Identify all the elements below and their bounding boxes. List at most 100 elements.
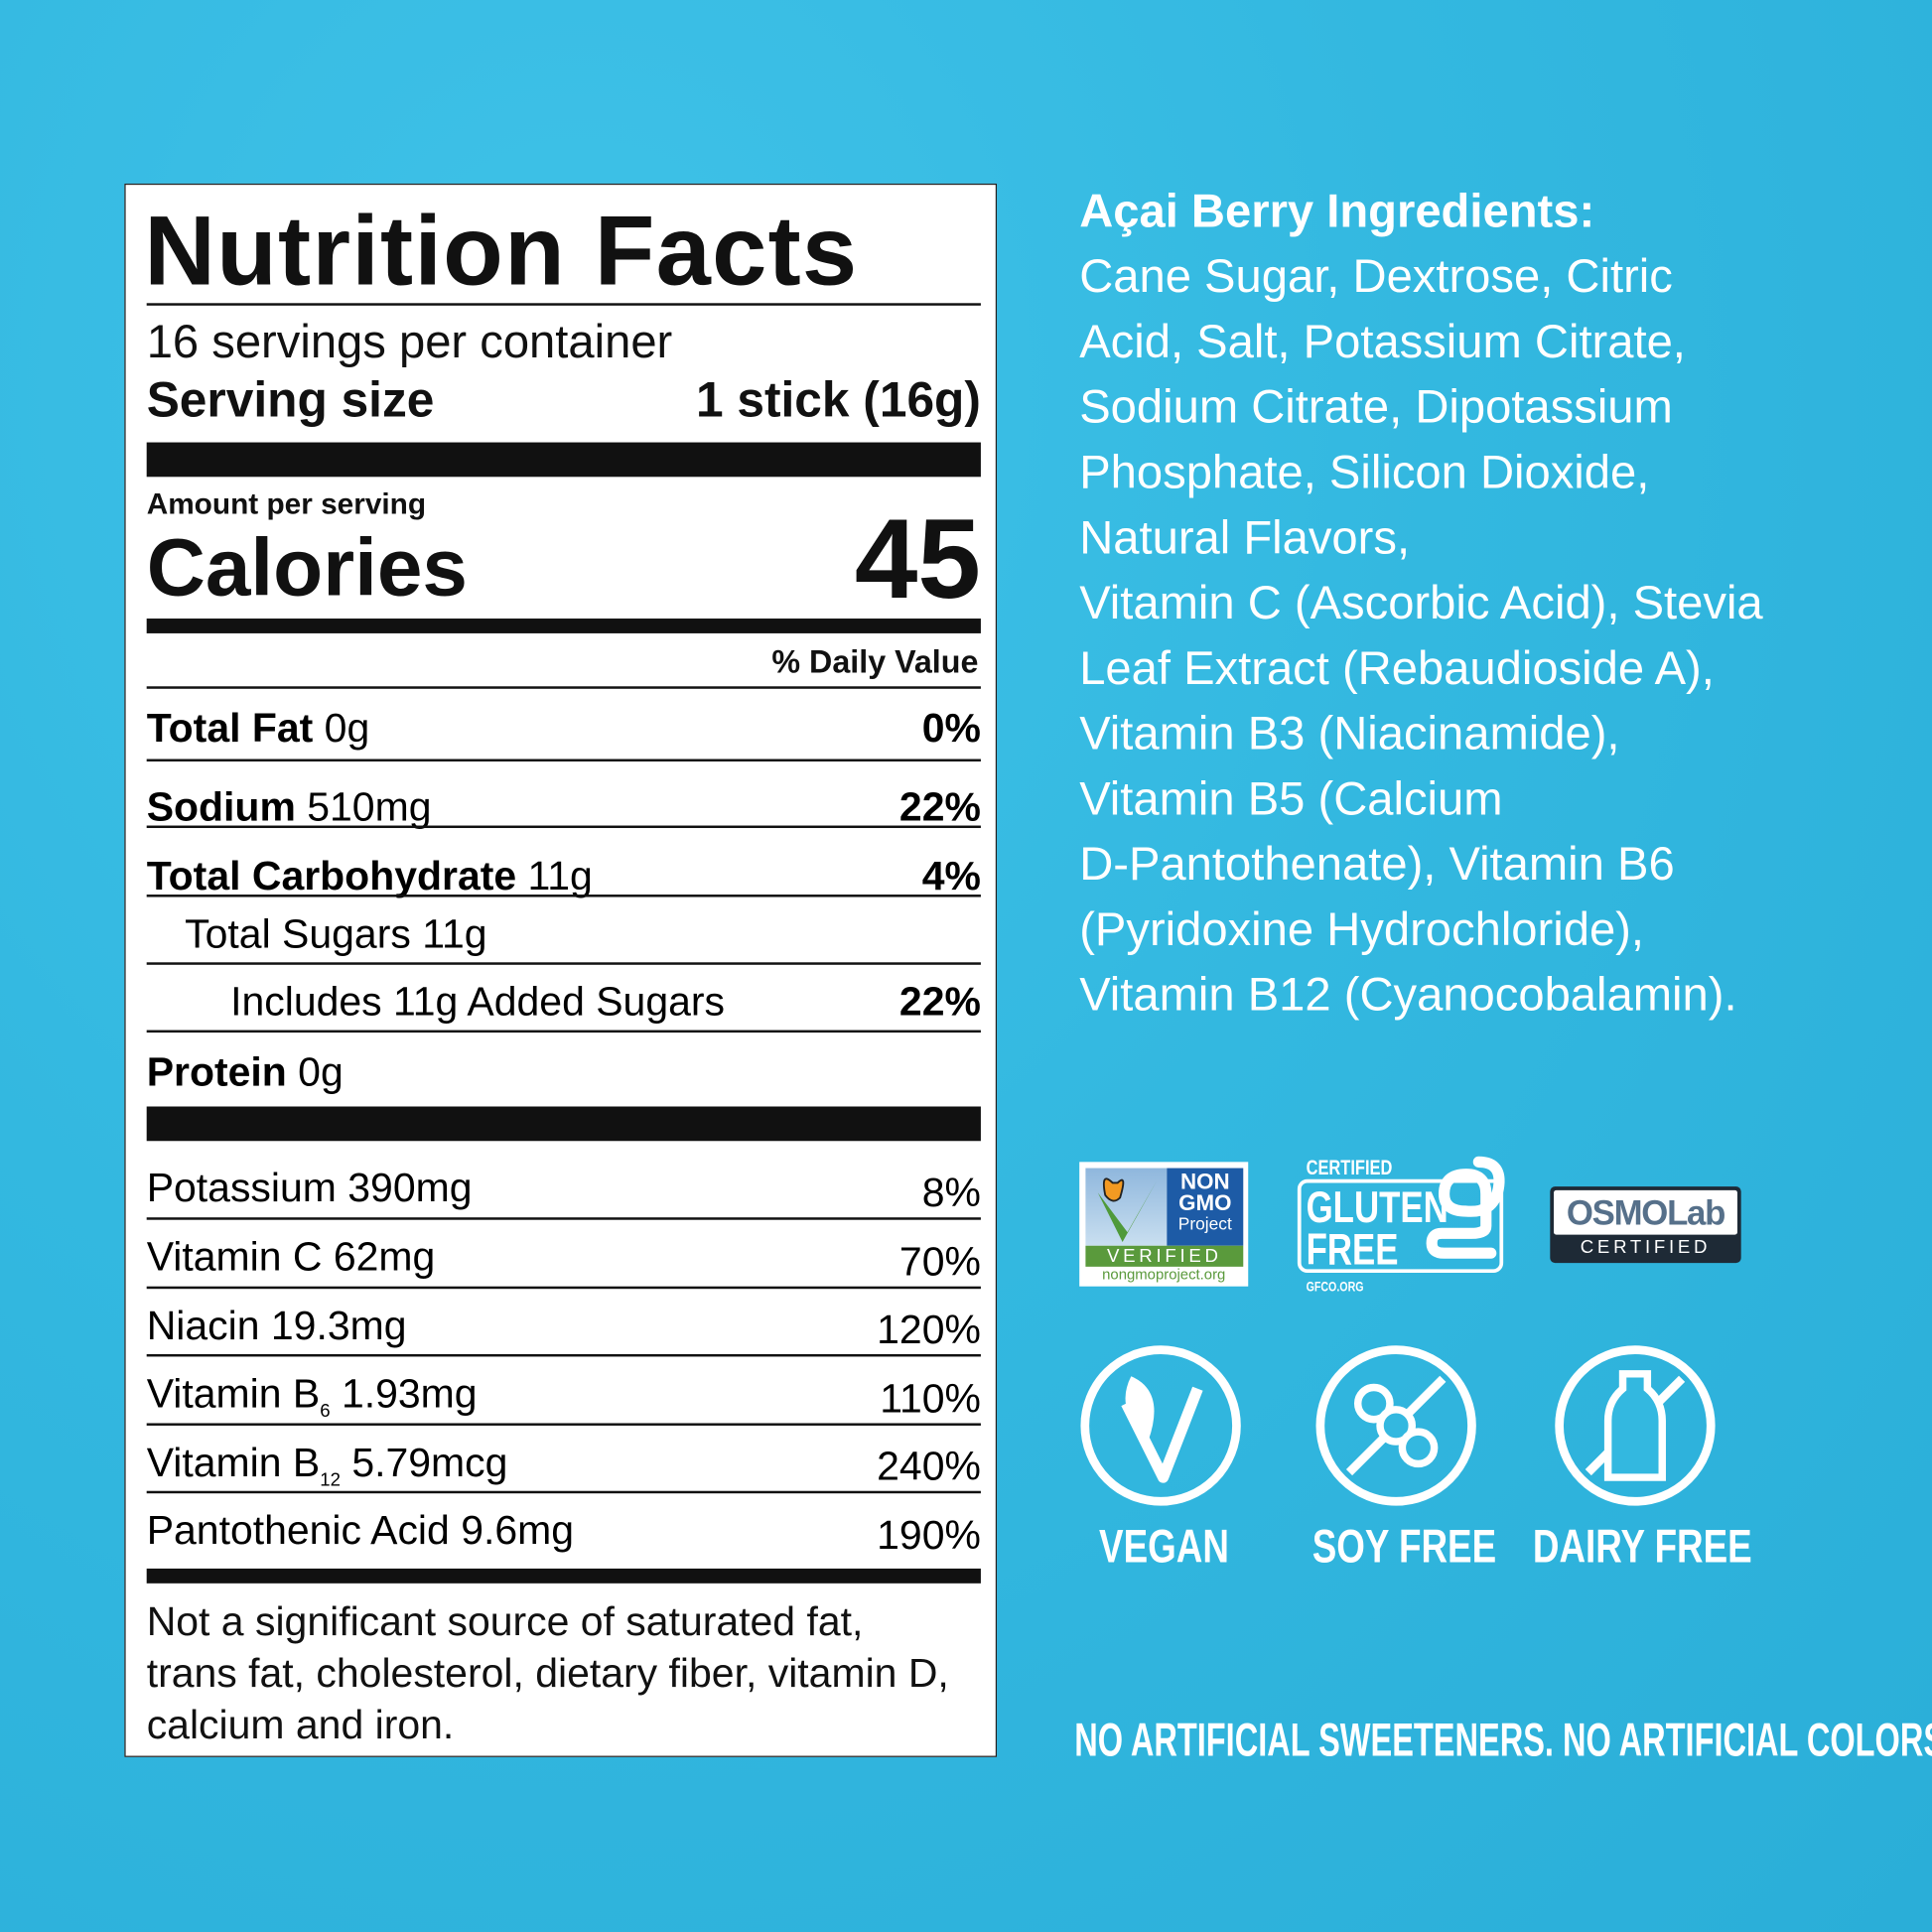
badge-label-vegan: VEGAN	[1099, 1521, 1229, 1574]
vitamin-amount: 9.6mg	[461, 1507, 575, 1554]
nongmo-verified: VERIFIED	[1085, 1245, 1244, 1267]
osmo-brand: OSMOLab	[1554, 1189, 1737, 1235]
nongmo-line2: GMO	[1178, 1189, 1232, 1215]
nutrient-name: Total Fat	[146, 704, 314, 751]
nutrient-row: Includes 11g Added Sugars 22%	[147, 976, 981, 1026]
vitamin-row: Potassium 390mg 8%	[146, 1165, 981, 1216]
vitamin-amount: 19.3mg	[270, 1302, 407, 1348]
ingredient-line: Cane Sugar, Dextrose, Citric	[1079, 251, 1673, 304]
gluten-line1: GLUTEN	[1306, 1181, 1449, 1233]
ingredient-line: (Pyridoxine Hydrochloride),	[1079, 903, 1644, 957]
divider	[146, 1217, 981, 1220]
butterfly-icon	[1085, 1168, 1168, 1246]
nutrient-name: Total Carbohydrate	[146, 852, 517, 898]
ingredient-line: Vitamin B5 (Calcium	[1079, 773, 1503, 826]
vitamin-name: Pantothenic Acid	[146, 1507, 450, 1554]
vitamin-name: Vitamin C	[146, 1233, 323, 1280]
divider	[146, 1286, 981, 1289]
vitamin-row: Vitamin C 62mg 70%	[146, 1233, 981, 1285]
non-gmo-verified-logo: NON GMO Project VERIFIED nongmoproject.o…	[1079, 1162, 1249, 1287]
servings-per-container: 16 servings per container	[146, 316, 673, 369]
nutrient-name: Includes 11g Added Sugars	[230, 978, 726, 1025]
thick-divider	[146, 442, 981, 478]
nutrient-dv: 22%	[898, 978, 981, 1025]
calories-value: 45	[854, 496, 981, 622]
vitamin-row: Niacin 19.3mg 120%	[146, 1302, 981, 1353]
vitamin-dv: 240%	[877, 1443, 981, 1489]
no-dairy-icon	[1555, 1345, 1716, 1506]
badge-label-dairy-free: DAIRY FREE	[1532, 1521, 1752, 1574]
thick-divider	[146, 1106, 981, 1142]
nutrient-amount: 510mg	[307, 783, 432, 830]
vitamin-dv: 70%	[898, 1237, 981, 1284]
divider	[146, 1491, 981, 1494]
divider	[146, 759, 981, 761]
nongmo-url: nongmoproject.org	[1102, 1265, 1226, 1283]
vitamin-amount: 1.93mg	[341, 1370, 478, 1417]
vitamin-name: Niacin	[146, 1302, 260, 1348]
ingredient-line: Phosphate, Silicon Dioxide,	[1079, 447, 1650, 499]
vitamin-name: Vitamin B	[146, 1439, 321, 1485]
divider	[146, 895, 981, 897]
daily-value-header: % Daily Value	[771, 642, 979, 681]
ingredient-line: Acid, Salt, Potassium Citrate,	[1079, 316, 1686, 369]
nutrient-amount: 0g	[324, 704, 370, 751]
vitamin-amount: 62mg	[333, 1233, 436, 1280]
nutrient-amount: 11g	[527, 852, 593, 898]
g-icon	[1426, 1156, 1505, 1259]
vitamin-dv: 120%	[877, 1306, 981, 1352]
serving-size-label: Serving size	[146, 373, 435, 428]
gluten-free-logo: CERTIFIED GLUTEN FREE GFCO.ORG	[1297, 1152, 1513, 1295]
divider	[146, 303, 981, 306]
ingredient-line: D-Pantothenate), Vitamin B6	[1079, 839, 1675, 892]
nutrient-row: Total Fat 0g 0%	[147, 702, 981, 752]
calories-label: Calories	[146, 520, 468, 613]
vitamin-amount: 5.79mcg	[351, 1439, 508, 1485]
medium-divider	[146, 1568, 981, 1584]
vitamin-row: Vitamin B12 5.79mcg 240%	[146, 1439, 981, 1490]
vegan-leaf-icon	[1080, 1345, 1241, 1506]
no-soy-icon	[1315, 1345, 1476, 1506]
ingredient-line: Sodium Citrate, Dipotassium	[1079, 381, 1673, 434]
vitamin-dv: 190%	[877, 1511, 981, 1558]
vitamin-amount: 390mg	[347, 1165, 473, 1211]
divider	[146, 1354, 981, 1357]
ingredient-line: Natural Flavors,	[1079, 512, 1411, 565]
divider	[146, 825, 981, 829]
vitamin-dv: 8%	[921, 1169, 981, 1215]
gluten-certified: CERTIFIED	[1306, 1156, 1393, 1179]
divider	[146, 1030, 981, 1034]
divider	[146, 962, 981, 965]
nutrient-dv: 22%	[898, 783, 981, 830]
nutrition-facts-label: Nutrition Facts 16 servings per containe…	[124, 183, 998, 1757]
vitamin-name: Potassium	[146, 1165, 337, 1211]
nutrient-amount: 11g	[422, 910, 487, 957]
badge-label-soy-free: SOY FREE	[1311, 1521, 1497, 1574]
ingredients-title: Açai Berry Ingredients:	[1079, 186, 1595, 238]
vitamin-dv: 110%	[880, 1374, 981, 1421]
nutrient-row: Total Sugars 11g	[147, 908, 981, 958]
footnote: Not a significant source of saturated fa…	[146, 1597, 949, 1747]
vitamin-name: Vitamin B	[146, 1370, 321, 1417]
divider	[146, 1423, 981, 1426]
vitamin-row: Vitamin B6 1.93mg 110%	[146, 1370, 981, 1422]
ingredient-line: Vitamin B12 (Cyanocobalamin).	[1079, 969, 1737, 1022]
nutrient-row: Sodium 510mg 22%	[147, 781, 981, 831]
divider	[146, 686, 981, 689]
tagline: NO ARTIFICIAL SWEETENERS. NO ARTIFICIAL …	[1074, 1715, 1932, 1767]
nutrient-name: Protein	[146, 1048, 287, 1095]
nutrient-name: Sodium	[146, 783, 296, 830]
nutrient-name: Total Sugars	[185, 910, 411, 957]
nongmo-line1: NON	[1179, 1169, 1230, 1194]
medium-divider	[146, 619, 981, 633]
nutrition-title: Nutrition Facts	[144, 196, 859, 306]
osmolab-certified-logo: OSMOLab CERTIFIED	[1550, 1186, 1741, 1264]
ingredient-line: Vitamin B3 (Niacinamide),	[1079, 708, 1620, 760]
nongmo-line3: Project	[1177, 1213, 1232, 1234]
nutrient-dv: 4%	[921, 852, 981, 898]
ingredient-line: Vitamin C (Ascorbic Acid), Stevia	[1079, 578, 1763, 630]
ingredient-line: Leaf Extract (Rebaudioside A),	[1079, 642, 1715, 695]
vitamin-subscript: 12	[320, 1468, 341, 1490]
serving-size-value: 1 stick (16g)	[695, 373, 981, 428]
